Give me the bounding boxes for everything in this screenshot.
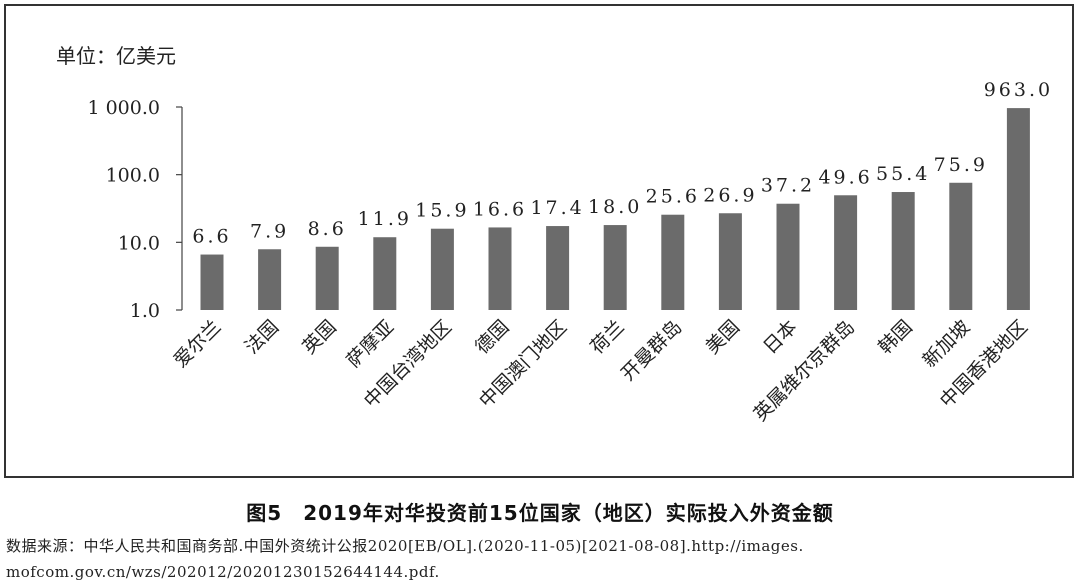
value-label: 17.4 [530,197,584,219]
value-label: 18.0 [588,196,642,218]
chart-frame: 单位：亿美元 1.0 10.0 100.0 1 000.0 6.6 7.9 8.6 11.9… [4,4,1074,478]
bars [200,108,1030,310]
value-label: 11.9 [358,208,412,230]
bar [258,249,282,310]
bar [315,246,339,310]
category-label: 美国 [701,316,743,358]
bar [488,227,512,310]
value-label: 15.9 [415,200,469,222]
value-label: 49.6 [818,166,872,188]
category-label: 韩国 [874,316,916,358]
category-label: 爱尔兰 [170,316,226,372]
value-label: 37.2 [761,175,815,197]
bar-chart: 单位：亿美元 1.0 10.0 100.0 1 000.0 6.6 7.9 8.6 11.9… [56,44,1053,426]
bar [1006,108,1030,310]
category-label: 英属维尔京群岛 [750,316,860,426]
category-label: 日本 [759,316,801,358]
bar [373,237,397,310]
bar [430,228,454,310]
value-label: 75.9 [934,154,988,176]
y-tick-label: 1 000.0 [87,97,160,119]
bar [834,195,858,310]
category-label: 新加坡 [918,316,974,372]
bar [949,182,973,310]
value-label: 16.6 [473,198,527,220]
source-note: 数据来源：中华人民共和国商务部.中国外资统计公报2020[EB/OL].(202… [6,533,1076,585]
category-label: 法国 [241,316,283,358]
value-label: 7.9 [250,220,289,242]
category-label: 英国 [298,316,340,358]
source-line-2: mofcom.gov.cn/wzs/202012/202012301526441… [6,563,440,581]
value-label: 26.9 [703,184,757,206]
bar [891,192,915,310]
y-tick-label: 100.0 [106,165,160,187]
category-label: 德国 [471,316,513,358]
bar [661,214,685,310]
bar [718,213,742,310]
bar [546,226,570,310]
value-labels: 6.6 7.9 8.6 11.9 15.9 16.6 17.4 18.0 25.6 26.9 37.… [192,79,1053,248]
y-tick-label: 10.0 [118,232,160,254]
source-line-1: 数据来源：中华人民共和国商务部.中国外资统计公报2020[EB/OL].(202… [6,537,804,555]
category-label: 开曼群岛 [617,316,686,385]
bar [603,225,627,310]
y-axis: 1.0 10.0 100.0 1 000.0 [87,97,183,322]
value-label: 8.6 [308,218,347,240]
value-label: 6.6 [192,226,231,248]
category-label: 萨摩亚 [342,316,398,372]
bar [200,254,224,310]
unit-label: 单位：亿美元 [56,44,176,68]
bar [776,203,800,310]
value-label: 25.6 [646,186,700,208]
category-label: 荷兰 [586,316,628,358]
value-label: 963.0 [984,79,1053,101]
value-label: 55.4 [876,163,930,185]
y-tick-label: 1.0 [130,300,160,322]
figure-caption: 图5 2019年对华投资前15位国家（地区）实际投入外资金额 [246,501,834,525]
